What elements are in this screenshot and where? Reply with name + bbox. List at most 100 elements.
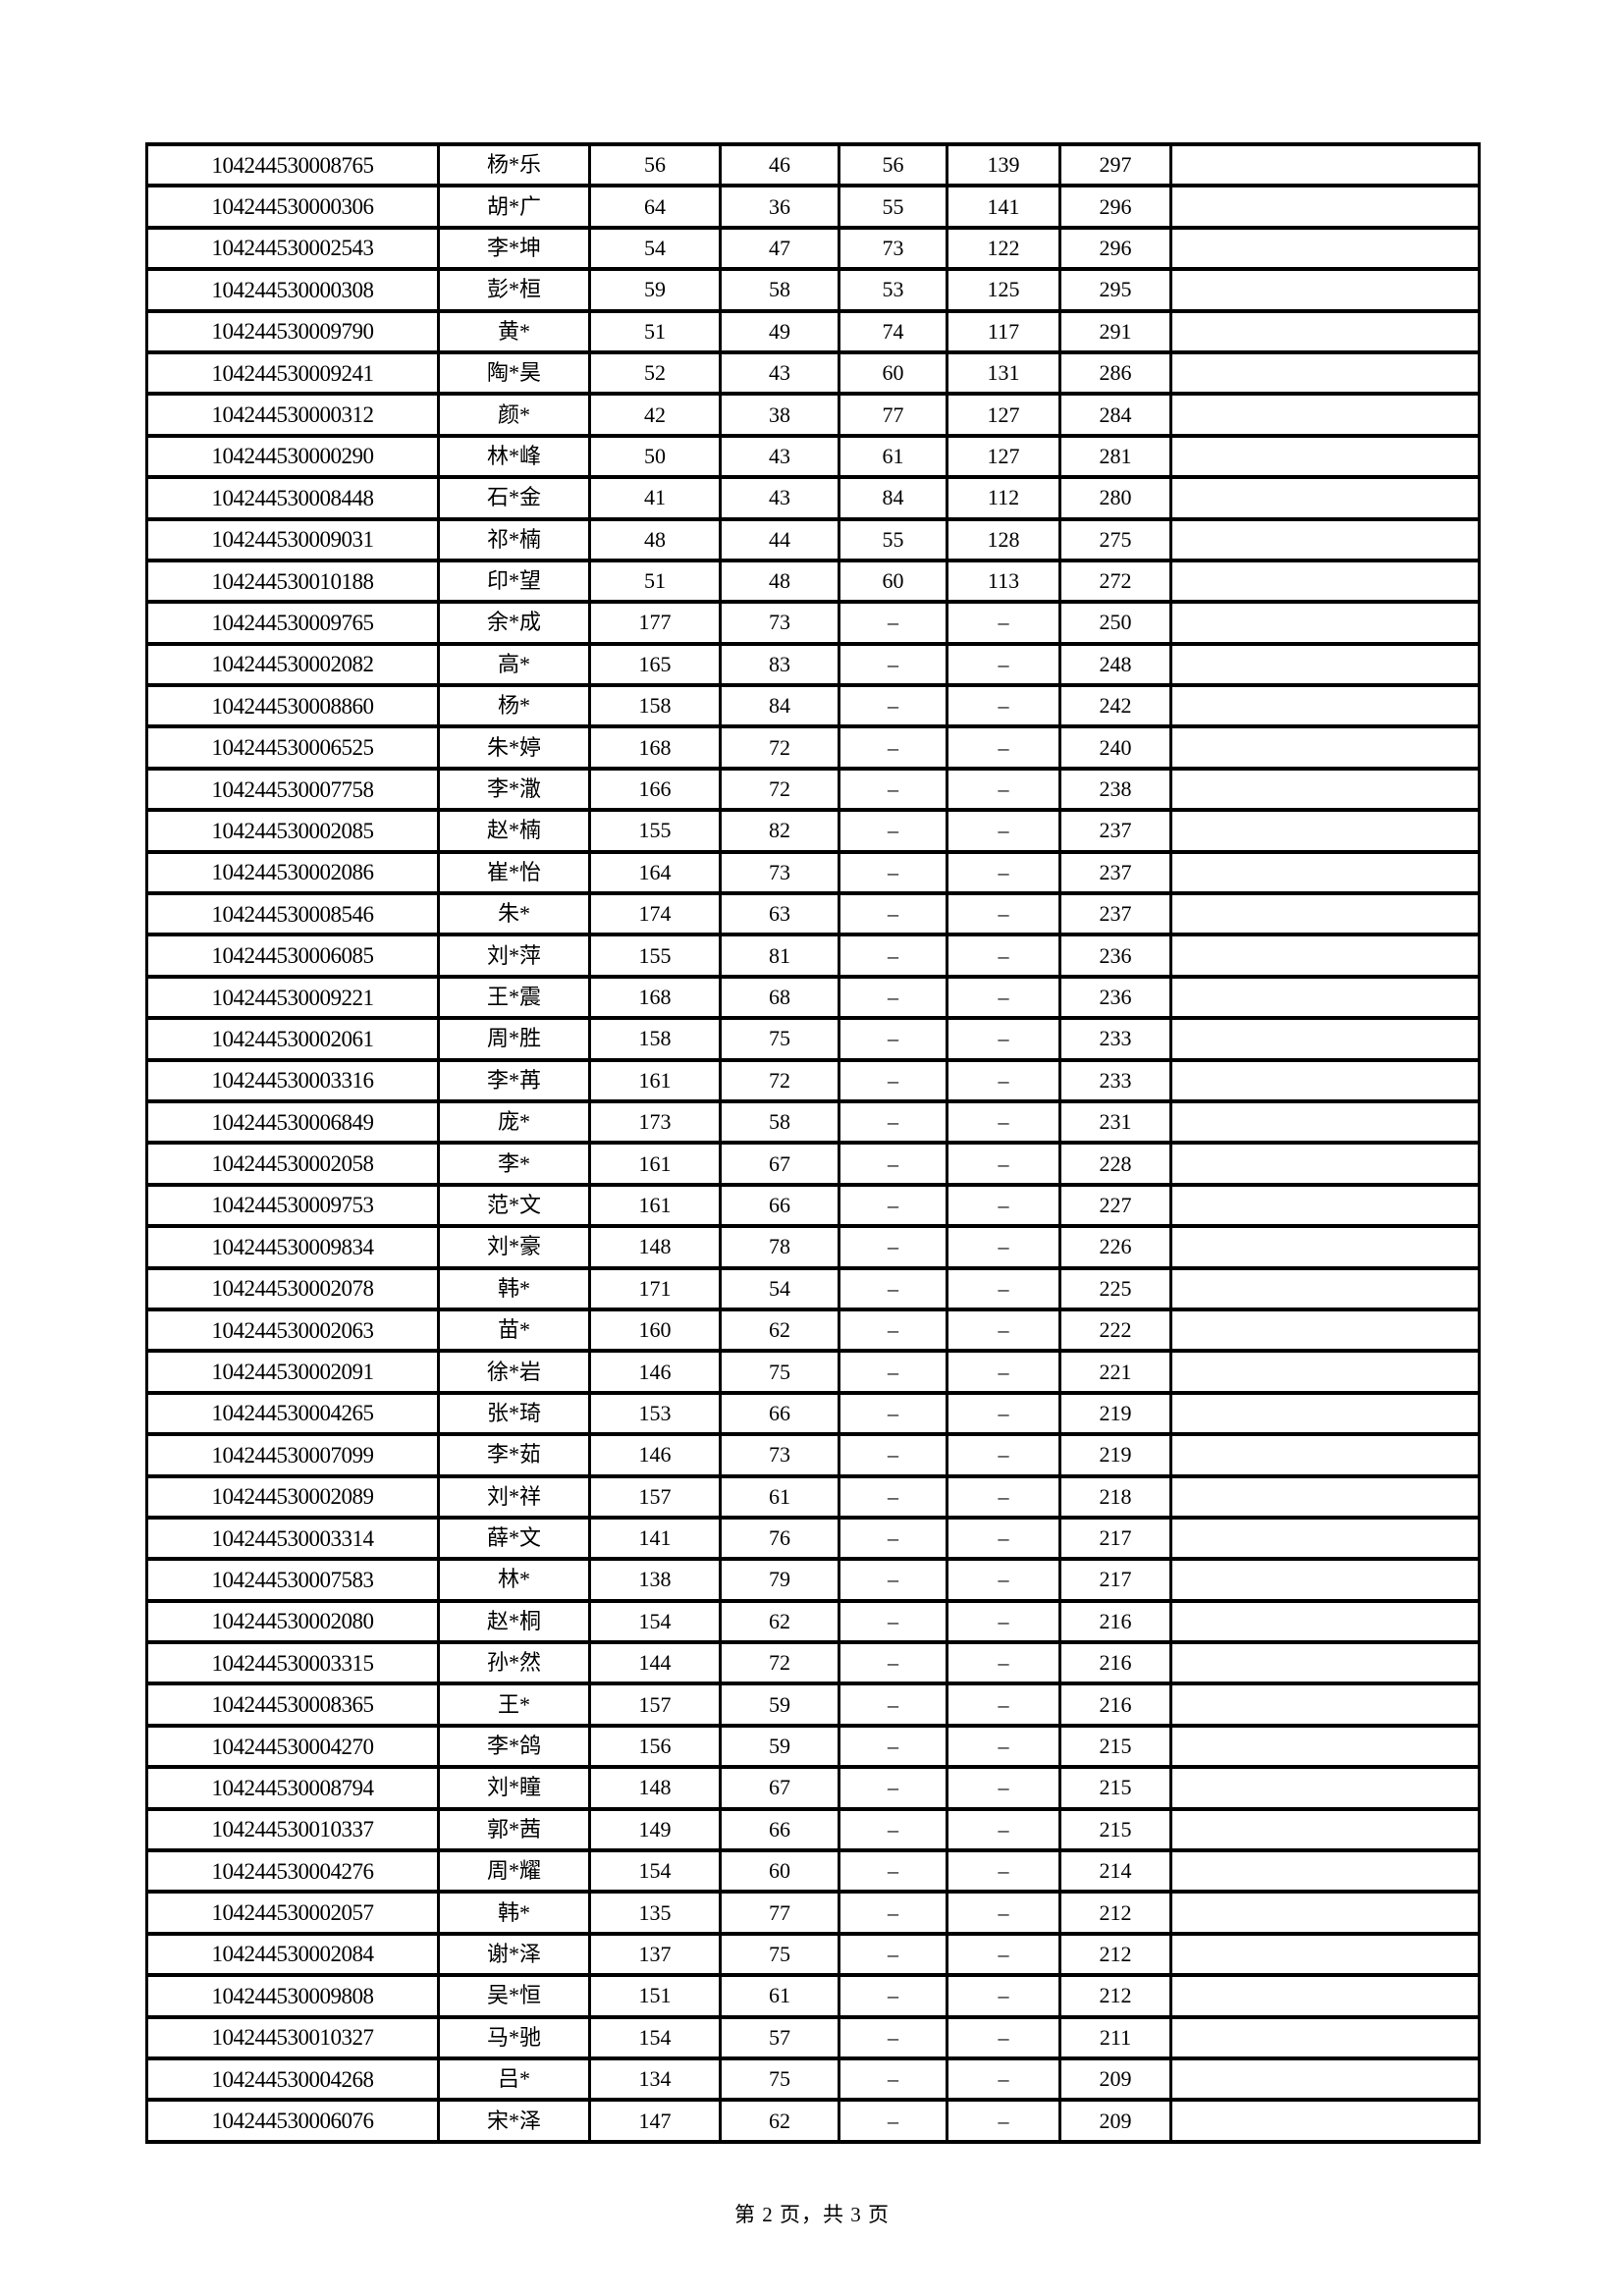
score-2-cell: 59 [719,1723,840,1770]
total-score-cell: 248 [1058,641,1172,688]
score-3-cell: – [838,641,948,688]
candidate-id-cell: 104244530006849 [145,1098,440,1146]
candidate-name-cell: 薛*文 [437,1515,591,1562]
remark-cell [1169,516,1481,562]
score-3-cell: 77 [838,392,948,438]
candidate-name-cell: 印*望 [437,558,591,605]
total-score-cell: 295 [1058,267,1172,313]
total-score-cell: 227 [1058,1182,1172,1229]
total-score-cell: 286 [1058,349,1172,397]
score-3-cell: 60 [838,558,948,605]
candidate-name-cell: 赵*桐 [437,1598,591,1645]
remark-cell [1169,683,1481,729]
score-1-cell: 50 [588,433,722,480]
candidate-id-cell: 104244530009808 [145,1973,440,2019]
remark-cell [1169,808,1481,854]
score-2-cell: 79 [719,1557,840,1603]
candidate-name-cell: 李*茹 [437,1432,591,1478]
candidate-id-cell: 104244530008546 [145,891,440,937]
score-4-cell: – [946,1640,1061,1686]
remark-cell [1169,1847,1481,1895]
score-1-cell: 51 [588,308,722,354]
candidate-id-cell: 104244530004265 [145,1390,440,1437]
score-2-cell: 72 [719,1057,840,1104]
remark-cell [1169,641,1481,688]
candidate-id-cell: 104244530000290 [145,433,440,480]
table-row: 104244530002058 李* 161 67– –228 [145,1141,1481,1187]
score-1-cell: 174 [588,891,722,937]
score-1-cell: 158 [588,1016,722,1062]
candidate-id-cell: 104244530002080 [145,1598,440,1645]
candidate-name-cell: 祁*楠 [437,516,591,562]
candidate-name-cell: 胡*广 [437,184,591,230]
remark-cell [1169,1016,1481,1062]
score-4-cell: – [946,1682,1061,1728]
candidate-id-cell: 104244530000306 [145,184,440,230]
score-2-cell: 75 [719,2056,840,2103]
candidate-name-cell: 马*驰 [437,2014,591,2060]
table-row: 104244530002085 赵*楠 155 82– –237 [145,808,1481,854]
candidate-id-cell: 104244530009221 [145,974,440,1021]
score-1-cell: 148 [588,1765,722,1811]
candidate-id-cell: 104244530009753 [145,1182,440,1229]
table-row: 104244530000308 彭*桓 59 58 53 125 295 [145,267,1481,313]
candidate-id-cell: 104244530010188 [145,558,440,605]
remark-cell [1169,1141,1481,1187]
table-row: 104244530010337 郭*茜 149 66– –215 [145,1806,1481,1853]
table-row: 104244530009031 祁*楠 48 44 55 128 275 [145,516,1481,562]
score-4-cell: – [946,2098,1061,2144]
remark-cell [1169,2056,1481,2103]
remark-cell [1169,766,1481,813]
score-2-cell: 58 [719,267,840,313]
score-2-cell: 72 [719,724,840,771]
remark-cell [1169,2098,1481,2144]
candidate-id-cell: 104244530009790 [145,308,440,354]
score-1-cell: 146 [588,1349,722,1395]
score-2-cell: 47 [719,225,840,272]
candidate-id-cell: 104244530002078 [145,1265,440,1311]
score-1-cell: 148 [588,1224,722,1270]
score-3-cell: – [838,2056,948,2103]
remark-cell [1169,849,1481,896]
candidate-name-cell: 吴*恒 [437,1973,591,2019]
candidate-id-cell: 104244530006076 [145,2098,440,2144]
score-4-cell: 125 [946,267,1061,313]
score-2-cell: 62 [719,1307,840,1354]
table-row: 104244530004268 吕* 134 75– –209 [145,2056,1481,2103]
score-2-cell: 62 [719,2098,840,2144]
score-3-cell: – [838,1349,948,1395]
candidate-name-cell: 张*琦 [437,1390,591,1437]
candidate-name-cell: 李* [437,1141,591,1187]
score-2-cell: 75 [719,1349,840,1395]
candidate-id-cell: 104244530002085 [145,808,440,854]
candidate-id-cell: 104244530007758 [145,766,440,813]
candidate-id-cell: 104244530002089 [145,1473,440,1520]
score-4-cell: – [946,1057,1061,1104]
score-2-cell: 62 [719,1598,840,1645]
score-3-cell: – [838,1141,948,1187]
score-4-cell: – [946,600,1061,646]
table-row: 104244530002080 赵*桐 154 62– –216 [145,1598,1481,1645]
score-2-cell: 76 [719,1515,840,1562]
table-row: 104244530000306 胡*广 64 36 55 141 296 [145,184,1481,230]
total-score-cell: 238 [1058,766,1172,813]
score-3-cell: – [838,1182,948,1229]
score-1-cell: 168 [588,974,722,1021]
candidate-id-cell: 104244530006085 [145,933,440,979]
table-row: 104244530000312 颜* 42 38 77 127 284 [145,392,1481,438]
total-score-cell: 236 [1058,933,1172,979]
total-score-cell: 217 [1058,1515,1172,1562]
score-2-cell: 61 [719,1973,840,2019]
remark-cell [1169,1890,1481,1936]
candidate-name-cell: 吕* [437,2056,591,2103]
candidate-name-cell: 林*峰 [437,433,591,480]
total-score-cell: 212 [1058,1890,1172,1936]
score-1-cell: 157 [588,1473,722,1520]
score-4-cell: 113 [946,558,1061,605]
candidate-name-cell: 崔*怡 [437,849,591,896]
score-1-cell: 54 [588,225,722,272]
remark-cell [1169,1349,1481,1395]
score-2-cell: 36 [719,184,840,230]
score-1-cell: 156 [588,1723,722,1770]
